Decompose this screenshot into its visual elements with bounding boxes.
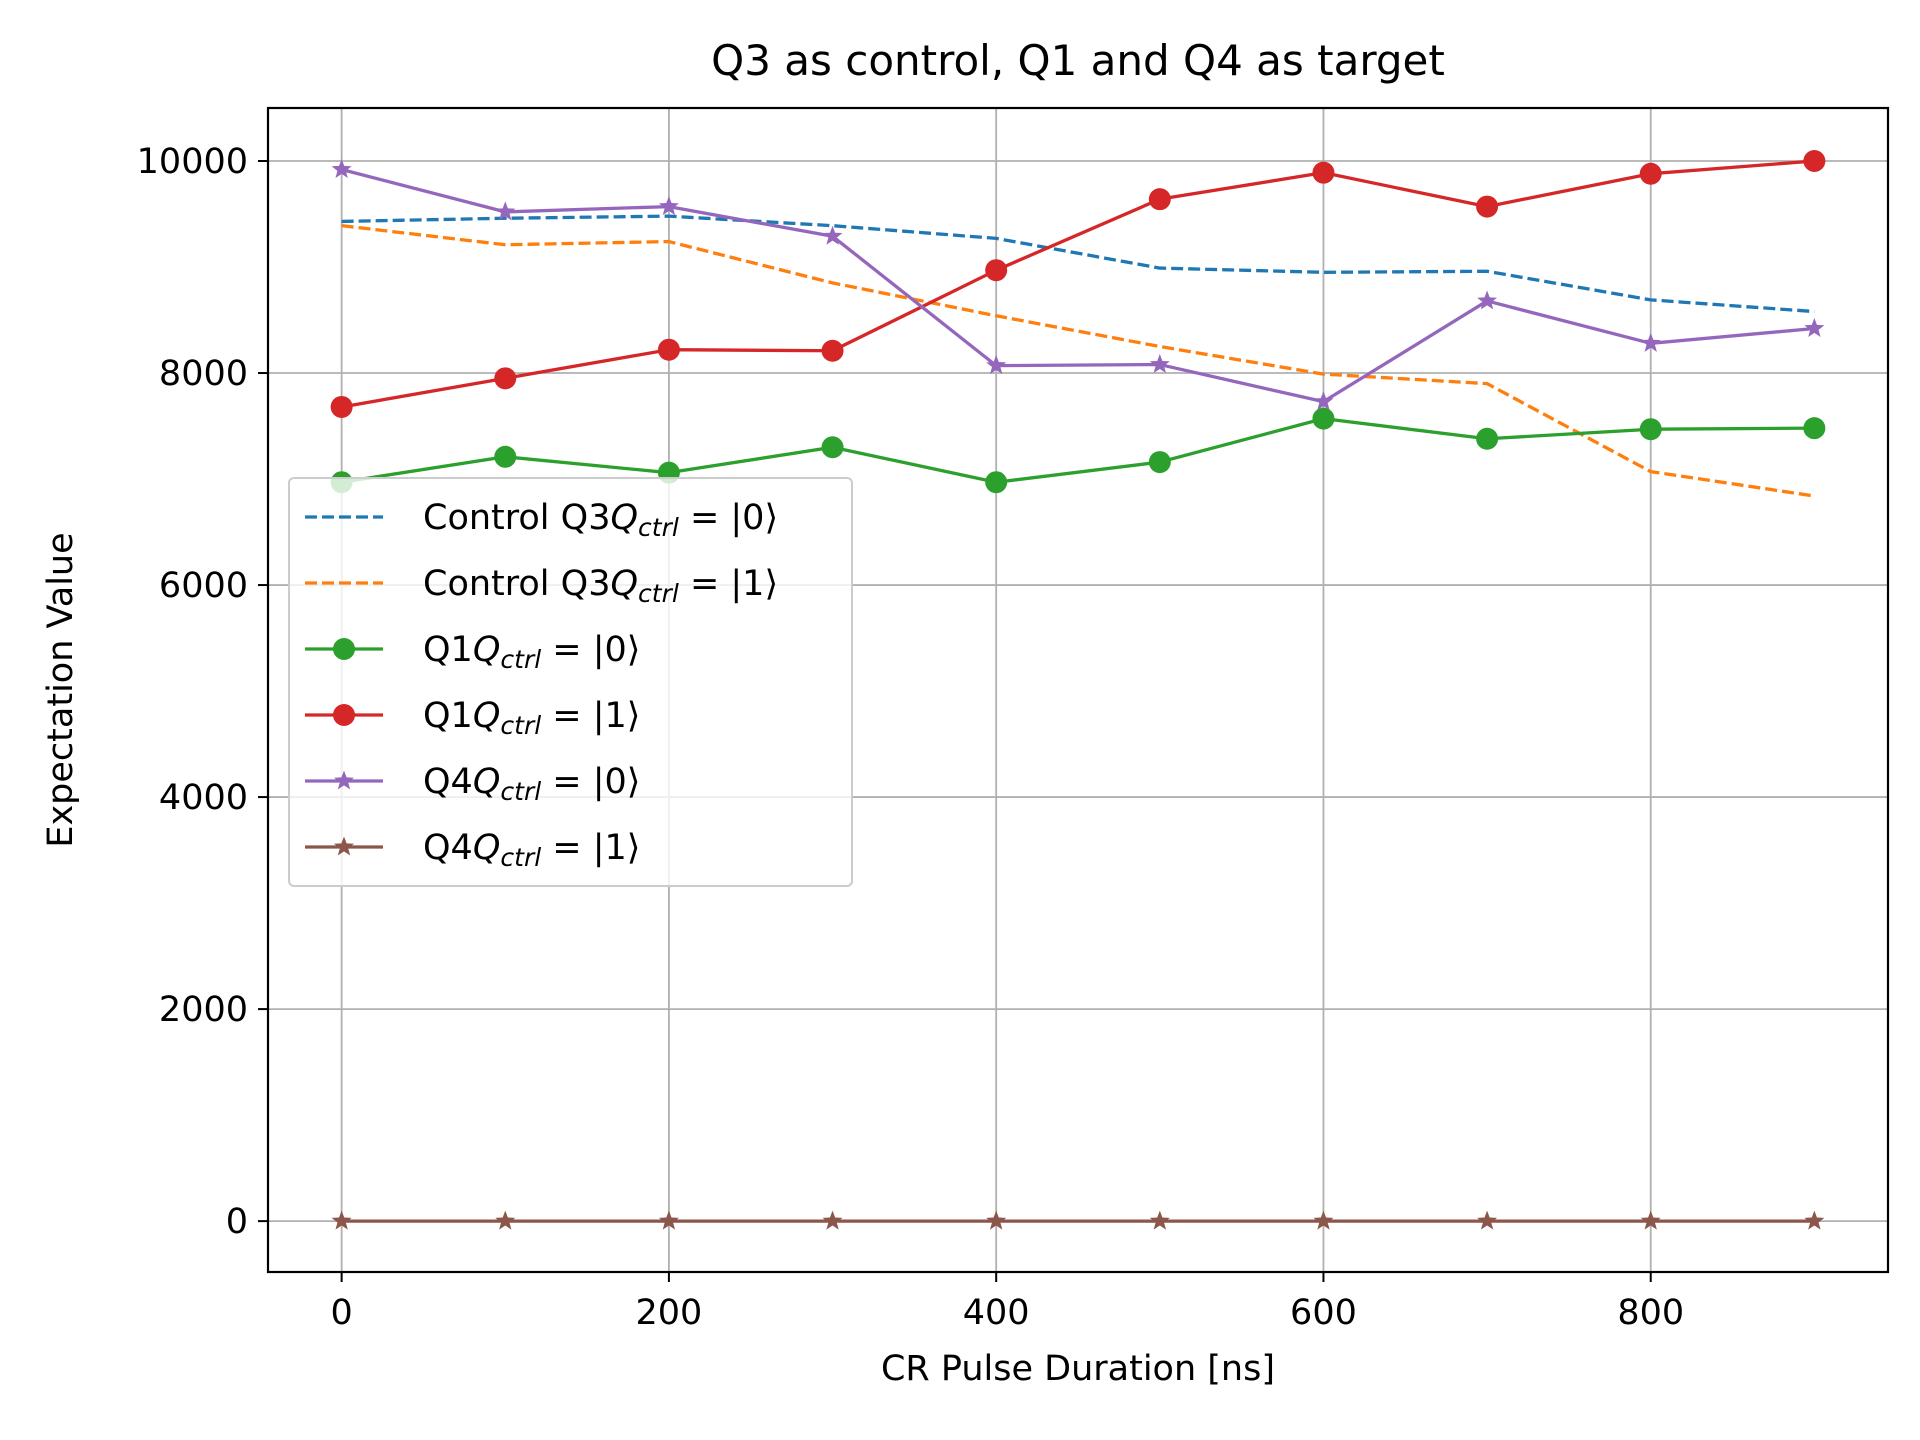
legend-marker: [334, 836, 354, 856]
data-point: [1640, 1210, 1661, 1230]
legend-box: [288, 477, 853, 887]
data-point: [1804, 1210, 1825, 1230]
y-tick-label: 2000: [159, 990, 248, 1030]
data-point: [985, 259, 1008, 282]
data-point: [1148, 451, 1171, 474]
data-point: [657, 338, 680, 361]
data-point: [985, 471, 1008, 494]
data-point: [1477, 1210, 1498, 1230]
x-tick-label: 0: [330, 1293, 352, 1333]
x-tick-label: 400: [963, 1293, 1030, 1333]
data-point: [1477, 290, 1498, 310]
plot-frame: [266, 106, 1890, 1274]
data-point: [1312, 407, 1335, 430]
y-tick-label: 8000: [159, 354, 248, 394]
legend-marker: [333, 704, 355, 726]
data-point: [821, 436, 844, 459]
series-0: [341, 214, 1815, 314]
data-point: [1313, 391, 1334, 411]
legend-label: Q4Qctrl = |0⟩: [423, 762, 640, 806]
data-point: [658, 196, 679, 216]
data-point: [1476, 195, 1499, 218]
x-axis-label: CR Pulse Duration [ns]: [881, 1349, 1275, 1389]
legend: Control Q3Qctrl = |0⟩ Control Q3Qctrl = |…: [288, 477, 853, 887]
data-point: [1476, 427, 1499, 450]
data-point: [822, 1210, 843, 1230]
data-point: [494, 367, 517, 390]
x-tick-label: 800: [1617, 1293, 1684, 1333]
data-point: [1803, 150, 1826, 173]
y-tick-label: 10000: [137, 142, 248, 182]
series-line: [341, 159, 1815, 409]
y-axis-label: Expectation Value: [41, 532, 81, 847]
legend-marker: [333, 638, 355, 660]
data-point: [1148, 188, 1171, 211]
series-1: [341, 224, 1815, 498]
data-point: [1149, 1210, 1170, 1230]
data-point: [331, 158, 352, 178]
legend-label: Q4Qctrl = |1⟩: [423, 828, 640, 872]
x-tick-label: 600: [1290, 1293, 1357, 1333]
series-5: [331, 1210, 1825, 1230]
y-tick-label: 4000: [159, 778, 248, 818]
data-point: [1803, 417, 1826, 440]
legend-marker: [334, 770, 354, 790]
series-line: [341, 416, 1815, 484]
data-point: [1149, 354, 1170, 374]
data-point: [331, 1210, 352, 1230]
series-layer: [330, 150, 1826, 1230]
data-point: [986, 355, 1007, 375]
series-line: [341, 214, 1815, 314]
x-tick-label: 200: [636, 1293, 703, 1333]
data-point: [821, 339, 844, 362]
y-tick-label: 0: [226, 1202, 248, 1242]
legend-label: Q1Qctrl = |0⟩: [423, 630, 640, 674]
series-line: [341, 224, 1815, 498]
data-point: [822, 225, 843, 245]
data-point: [986, 1210, 1007, 1230]
data-point: [1312, 161, 1335, 184]
data-point: [330, 395, 353, 418]
data-point: [1639, 162, 1662, 185]
data-point: [495, 1210, 516, 1230]
data-point: [1639, 418, 1662, 441]
data-point: [495, 201, 516, 221]
y-tick-label: 6000: [159, 566, 248, 606]
data-point: [658, 1210, 679, 1230]
legend-label: Control Q3Qctrl = |0⟩: [423, 498, 778, 542]
legend-label: Q1Qctrl = |1⟩: [423, 696, 640, 740]
series-3: [330, 150, 1826, 418]
chart-title: Q3 as control, Q1 and Q4 as target: [711, 36, 1445, 85]
data-point: [494, 445, 517, 468]
series-4: [331, 158, 1825, 411]
data-point: [1804, 318, 1825, 337]
legend-label: Control Q3Qctrl = |1⟩: [423, 564, 778, 608]
series-line: [341, 167, 1815, 404]
data-point: [1640, 332, 1661, 352]
data-point: [1313, 1210, 1334, 1230]
